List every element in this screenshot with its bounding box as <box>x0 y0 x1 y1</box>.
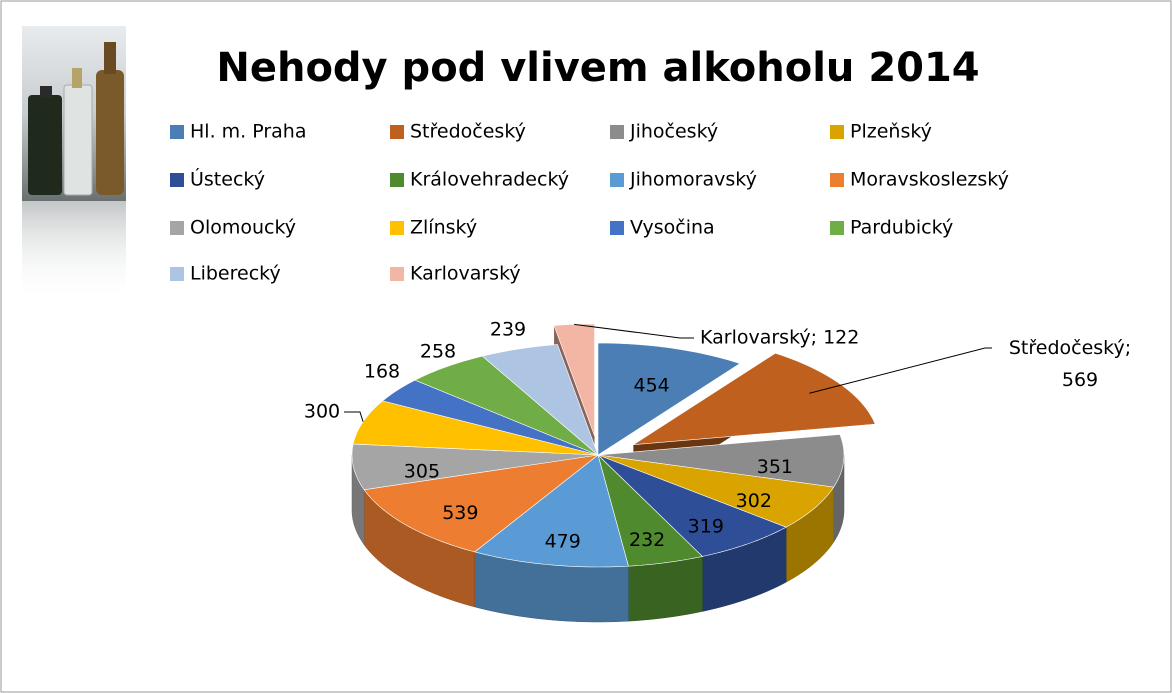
legend-swatch <box>610 125 624 139</box>
legend-swatch <box>170 173 184 187</box>
legend-label: Jihočeský <box>629 121 718 143</box>
legend-swatch <box>390 125 404 139</box>
data-label: 239 <box>490 319 526 341</box>
legend-label: Pardubický <box>850 217 953 239</box>
legend-label: Zlínský <box>410 217 477 239</box>
data-label: Karlovarský; 122 <box>700 327 859 349</box>
slide: Nehody pod vlivem alkoholu 2014 Hl. m. P… <box>0 0 1172 693</box>
legend-label: Moravskoslezský <box>850 169 1009 191</box>
data-label: 258 <box>420 341 456 363</box>
photo <box>22 26 126 301</box>
data-label: 479 <box>545 531 581 553</box>
legend-swatch <box>830 125 844 139</box>
legend-swatch <box>390 221 404 235</box>
data-label: 539 <box>442 502 478 524</box>
data-label-line: Středočeský; <box>1009 337 1131 359</box>
legend-label: Královehradecký <box>410 169 569 191</box>
data-label: 300 <box>304 401 340 423</box>
legend-label: Vysočina <box>630 217 715 239</box>
legend-label: Jihomoravský <box>629 169 757 191</box>
data-label: 232 <box>629 529 665 551</box>
legend-swatch <box>170 221 184 235</box>
data-label: 454 <box>633 375 669 397</box>
data-label: 351 <box>757 456 793 478</box>
slice-side <box>628 556 702 621</box>
data-label: 319 <box>688 515 724 537</box>
legend-swatch <box>170 267 184 281</box>
legend-label: Středočeský <box>410 121 526 143</box>
legend-label: Plzeňský <box>850 121 932 143</box>
data-label-line: 569 <box>1062 369 1098 391</box>
legend-swatch <box>610 173 624 187</box>
legend-label: Karlovarský <box>410 263 521 285</box>
data-label: 302 <box>736 490 772 512</box>
legend-label: Olomoucký <box>190 217 296 239</box>
legend-label: Hl. m. Praha <box>190 121 307 143</box>
legend-swatch <box>170 125 184 139</box>
legend-swatch <box>830 221 844 235</box>
data-label: 168 <box>364 361 400 383</box>
data-label: 305 <box>404 460 440 482</box>
chart-title: Nehody pod vlivem alkoholu 2014 <box>216 45 979 91</box>
legend-label: Liberecký <box>190 263 281 285</box>
legend-swatch <box>390 267 404 281</box>
legend-swatch <box>390 173 404 187</box>
legend-swatch <box>830 173 844 187</box>
legend-swatch <box>610 221 624 235</box>
legend-label: Ústecký <box>190 167 265 191</box>
